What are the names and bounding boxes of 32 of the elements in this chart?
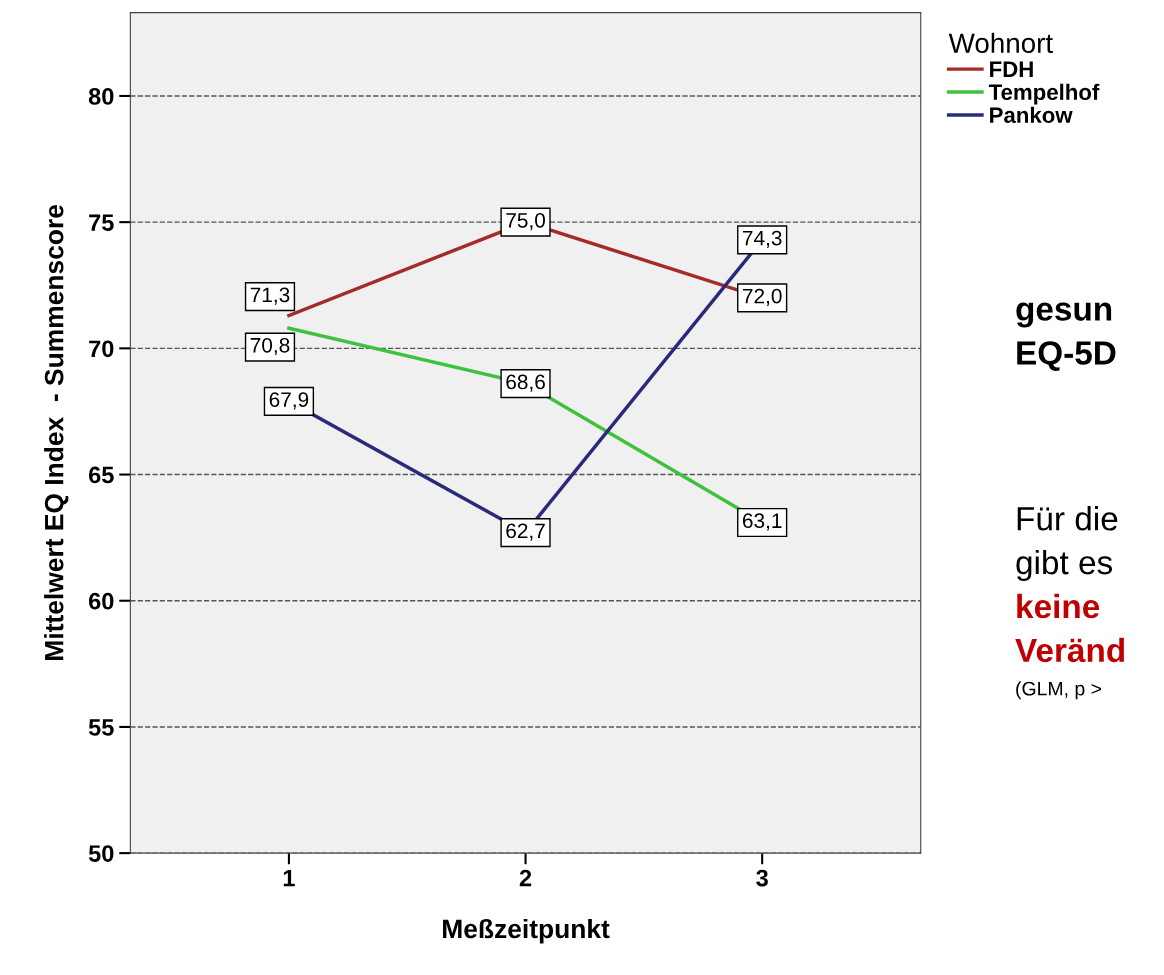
y-tick-label: 50 [88, 845, 114, 862]
data-label: 70,8 [250, 337, 290, 356]
text: Für die [1017, 506, 1118, 531]
x-tick-label: 1 [283, 869, 295, 887]
text: gesun [1016, 302, 1112, 328]
data-label: 62,7 [506, 523, 545, 541]
data-label: 72,0 [742, 288, 782, 306]
y-axis-title: Mittelwert EQ Index - Summenscore [44, 205, 69, 660]
data-label: 68,6 [506, 374, 545, 392]
data-label: 74,3 [742, 230, 782, 248]
text: Veränd [1015, 637, 1124, 663]
legend-label: FDH [990, 61, 1033, 77]
y-tick-label: 65 [89, 466, 114, 484]
y-tick-label: 55 [88, 719, 114, 736]
x-axis-title: Meßzeitpunkt [443, 918, 610, 944]
y-tick-label: 80 [88, 88, 114, 105]
legend-label: Tempelhof [988, 83, 1100, 105]
legend-label: Pankow [990, 106, 1073, 123]
text: EQ-5D [1017, 341, 1116, 372]
data-label: 63,1 [742, 513, 782, 531]
y-tick-label: 75 [89, 214, 114, 231]
text: (GLM, p > [1016, 681, 1102, 700]
legend-title: Wohnort [948, 32, 1053, 54]
data-label: 71,3 [250, 287, 290, 305]
data-label: 75,0 [506, 213, 546, 231]
data-label: 67,9 [269, 392, 309, 410]
x-tick-label: 3 [756, 869, 768, 887]
y-tick-label: 70 [89, 340, 114, 358]
y-tick-label: 60 [89, 592, 114, 610]
text: keine [1017, 593, 1100, 619]
text: gibt es [1016, 549, 1113, 582]
x-tick-label: 2 [519, 869, 532, 887]
